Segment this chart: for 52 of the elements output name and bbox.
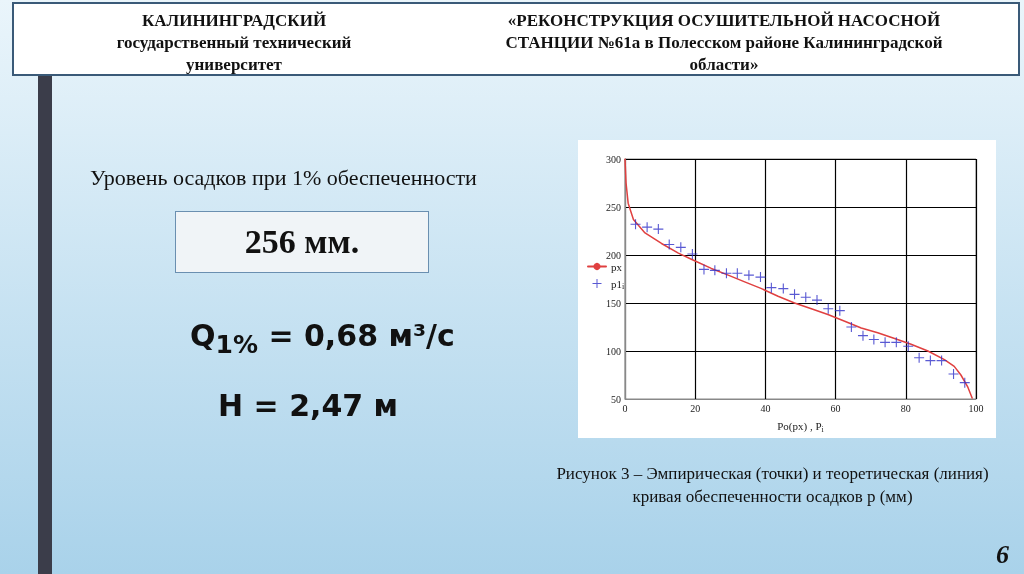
point [925,355,936,366]
legend-label: px [611,260,623,273]
point [766,282,777,293]
text: 256 мм. [175,211,429,273]
point [732,268,743,279]
point [698,264,709,275]
y-tick-label: 250 [606,201,621,213]
point [903,341,914,352]
x-tick-label: 20 [690,402,701,414]
point [948,369,959,380]
point [789,289,800,300]
point [834,305,845,316]
point [709,265,720,276]
text: 6 [996,540,1009,570]
x-tick-label: 40 [760,402,771,414]
point [664,239,675,250]
text: H = 2,47 м [218,388,399,423]
point [778,283,789,294]
point [743,270,754,281]
point [959,377,970,388]
text: Q$_{1%}$ = 0,68 м³/с [190,318,455,359]
point [721,268,732,279]
point [914,352,925,363]
point [812,295,822,306]
point [857,330,868,341]
point [936,355,947,366]
point [687,249,698,260]
y-tick-label: 200 [606,249,621,261]
point [630,219,641,230]
point [800,292,811,303]
text: Уровень осадков при 1% обеспеченности [90,165,477,191]
y-tick-label: 300 [606,153,621,165]
point [880,337,891,348]
x-tick-label: 0 [622,402,628,414]
point [846,322,857,332]
x-tick-label: 60 [830,402,841,414]
point [868,334,879,345]
x-tick-label: 80 [900,402,911,414]
y-tick-label: 50 [611,393,621,405]
point [642,222,653,233]
point [823,303,834,314]
text: Рисунок 3 – Эмпирическая (точки) и теоретическая (линия) кривая обеспеченности осадков р (мм) [555,463,990,508]
line-series [624,158,973,399]
point [653,224,664,235]
point [675,242,686,253]
point [755,272,766,283]
text: КАЛИНИНГРАДСКИЙ государственный технический университет [115,10,353,76]
y-tick-label: 100 [606,345,621,357]
point [891,337,902,348]
chart-title: «РЕКОНСТРУКЦИЯ ОСУШИТЕЛЬНОЙ НАСОСНОЙ СТАНЦИИ №61а в Полесском районе Калининградской области» [504,10,944,76]
x-tick-label: 100 [968,402,984,414]
y-tick-label: 150 [606,297,621,309]
